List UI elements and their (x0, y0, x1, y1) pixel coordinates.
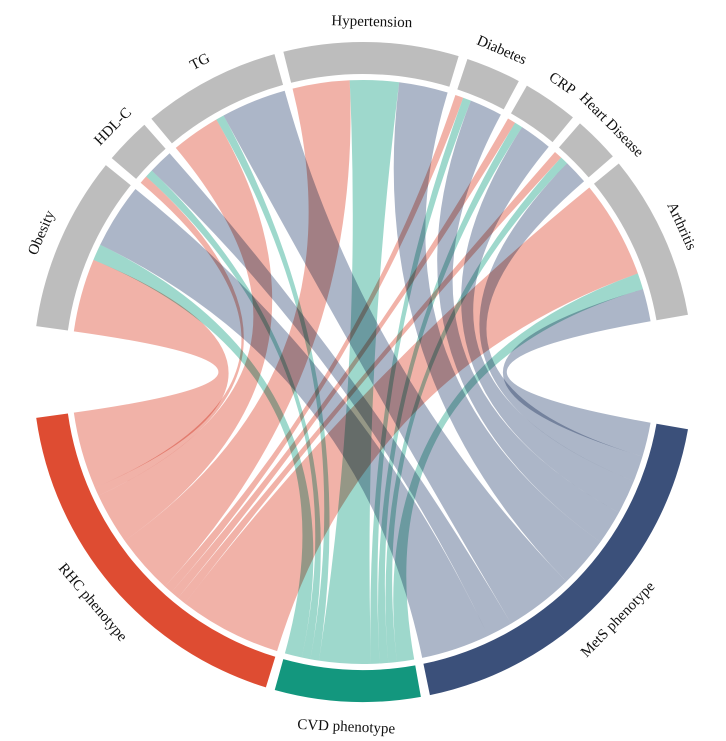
arc-hypertension (283, 42, 459, 87)
ribbon-rhc-arthritis (184, 187, 638, 652)
ribbon-mets-tg (223, 90, 567, 624)
arc-cvd (274, 659, 421, 702)
arc-obesity (36, 165, 131, 331)
ribbons-layer (73, 79, 651, 664)
ribbon-mets-diabetes (437, 100, 619, 543)
arc-crp (510, 85, 573, 143)
arc-rhc (36, 413, 276, 688)
label-arthritis: Arthritis (663, 200, 699, 253)
ribbon-cvd-tg (216, 115, 330, 661)
ribbon-rhc-heart (178, 151, 562, 604)
label-obesity: Obesity (25, 208, 58, 258)
arcs-layer (36, 42, 688, 702)
label-diabetes: Diabetes (474, 33, 529, 69)
label-crp: CRP (546, 69, 578, 98)
label-tg: TG (188, 50, 213, 74)
label-cvd: CVD phenotype (297, 717, 396, 738)
arc-diabetes (457, 58, 519, 110)
ribbon-rhc-crp (171, 118, 516, 598)
ribbon-mets-hypertension (393, 82, 601, 582)
arc-hdlc (111, 124, 166, 179)
arc-arthritis (593, 163, 688, 321)
ribbon-mets-arthritis (502, 289, 651, 457)
arc-tg (151, 54, 284, 144)
ribbon-mets-crp (461, 127, 634, 513)
ribbon-mets-obesity (100, 188, 489, 658)
arc-heart (558, 123, 613, 178)
ribbon-cvd-hypertension (318, 79, 400, 664)
ribbon-cvd-hdlc (146, 170, 321, 660)
ribbon-mets-hdlc (151, 153, 512, 636)
arc-mets (423, 423, 688, 696)
label-hypertension: Hypertension (331, 13, 413, 31)
ribbon-rhc-obesity (73, 259, 229, 488)
